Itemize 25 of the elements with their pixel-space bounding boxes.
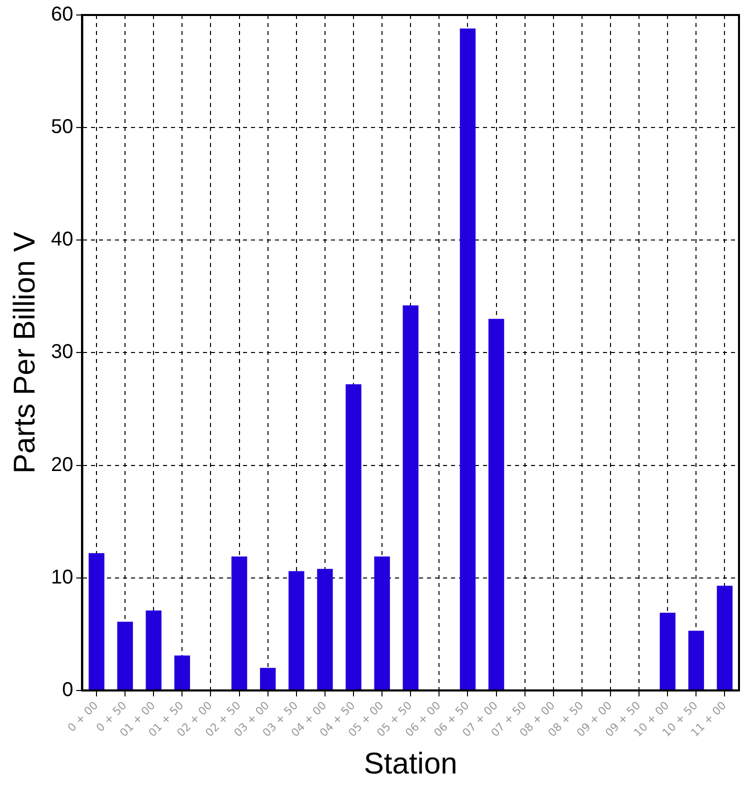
y-axis-title: Parts Per Billion V [8, 232, 42, 474]
y-tick-label: 10 [50, 566, 74, 588]
y-tick-label: 0 [62, 678, 74, 701]
bar [260, 668, 276, 690]
bar [688, 630, 704, 690]
bar [716, 586, 733, 690]
bar [88, 553, 104, 690]
bar [317, 568, 333, 690]
bar [288, 571, 304, 690]
bar [402, 305, 418, 690]
bar [117, 622, 133, 690]
y-tick-label: 20 [50, 454, 74, 476]
y-tick-label: 60 [50, 4, 74, 26]
bar [146, 610, 162, 690]
bar [488, 318, 504, 690]
bar [346, 384, 362, 690]
y-tick-label: 40 [50, 228, 74, 251]
bar [231, 556, 248, 690]
bar [660, 612, 676, 690]
bar [174, 656, 190, 690]
bar [460, 28, 476, 690]
x-axis-title: Station [364, 747, 458, 780]
y-tick-label: 50 [50, 116, 74, 138]
y-tick-label: 30 [50, 341, 74, 364]
bar [374, 556, 390, 690]
